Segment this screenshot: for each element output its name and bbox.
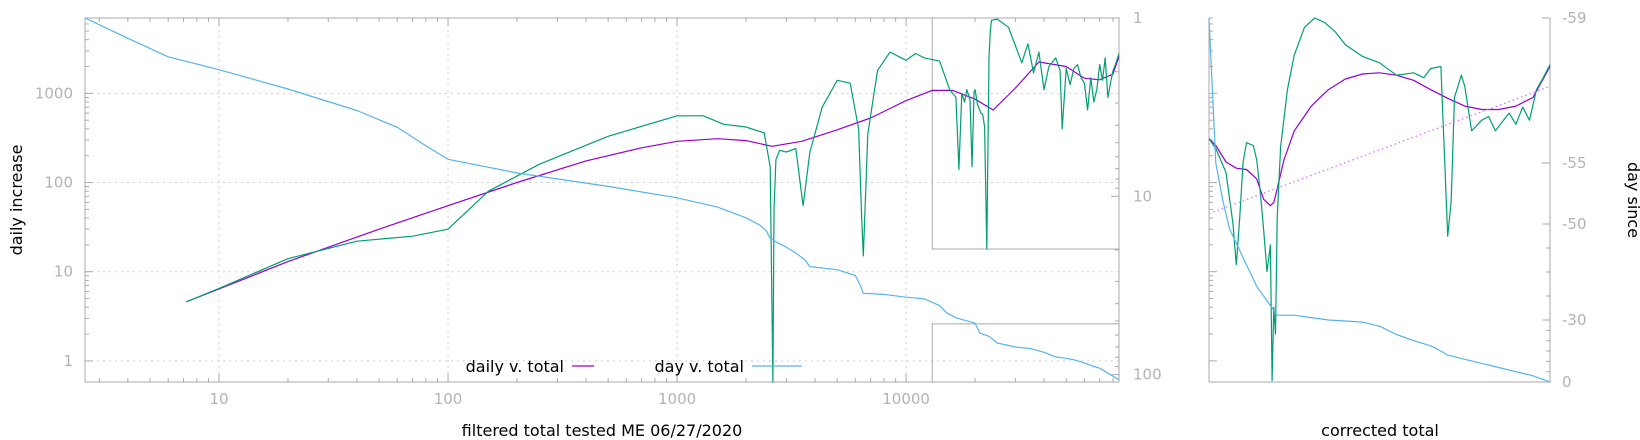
main-y-tick-label: 1: [63, 352, 73, 370]
main-y-tick-label: 1000: [35, 84, 73, 102]
main-series: [84, 17, 1120, 383]
main-y2-tick-label: 100: [1133, 366, 1162, 384]
main-y-tick-label: 100: [44, 174, 73, 192]
main-inset-frame: [931, 18, 1119, 382]
side-axes: -59 -55 -50 -30 0: [1208, 9, 1587, 391]
main-plot-frame: [84, 17, 1120, 383]
legend-label-day: day v. total: [655, 357, 745, 376]
main-y2-tick-label: 10: [1133, 187, 1152, 205]
side-y2-tick-label: 0: [1562, 373, 1572, 391]
side-day-line: [1208, 17, 1551, 383]
side-fit-line: [1208, 85, 1551, 215]
main-y-axis-label: daily increase: [7, 145, 26, 256]
side-y2-tick-label: -55: [1562, 154, 1587, 172]
side-x-axis-label: corrected total: [1321, 421, 1439, 440]
side-plot: -59 -55 -50 -30 0 corrected total day since: [1208, 9, 1640, 440]
side-y2-tick-label: -50: [1562, 215, 1587, 233]
main-x-tick-label: 1000: [658, 390, 696, 408]
main-grid: [85, 18, 1119, 382]
side-daily-line: [1208, 66, 1551, 207]
side-y2-tick-label: -30: [1562, 311, 1587, 329]
side-y-axis-label: day since: [1624, 162, 1640, 238]
inset-upper-box: [931, 18, 1119, 250]
side-raw-line: [1208, 17, 1551, 382]
day-v-total-line: [84, 17, 1120, 381]
main-y2-tick-label: 1: [1133, 9, 1143, 27]
side-series: [1208, 17, 1551, 383]
main-y-tick-label: 10: [54, 263, 73, 281]
inset-lower-box: [931, 323, 1119, 382]
main-x-tick-label: 10000: [882, 390, 930, 408]
side-y2-tick-label: -59: [1562, 9, 1587, 27]
main-x-tick-label: 10: [209, 390, 228, 408]
daily-v-total-line: [186, 56, 1120, 303]
legend-label-daily: daily v. total: [466, 357, 564, 376]
raw-daily-line: [186, 18, 1120, 383]
legend: daily v. total day v. total: [466, 357, 802, 376]
main-axis-ticks: 10 100 1000 10000 1 10 100 1000 1 10 100: [35, 9, 1162, 408]
main-x-axis-label: filtered total tested ME 06/27/2020: [462, 421, 743, 440]
main-plot: 10 100 1000 10000 1 10 100 1000 1 10 100 filtered …: [7, 9, 1162, 440]
main-x-tick-label: 100: [434, 390, 463, 408]
